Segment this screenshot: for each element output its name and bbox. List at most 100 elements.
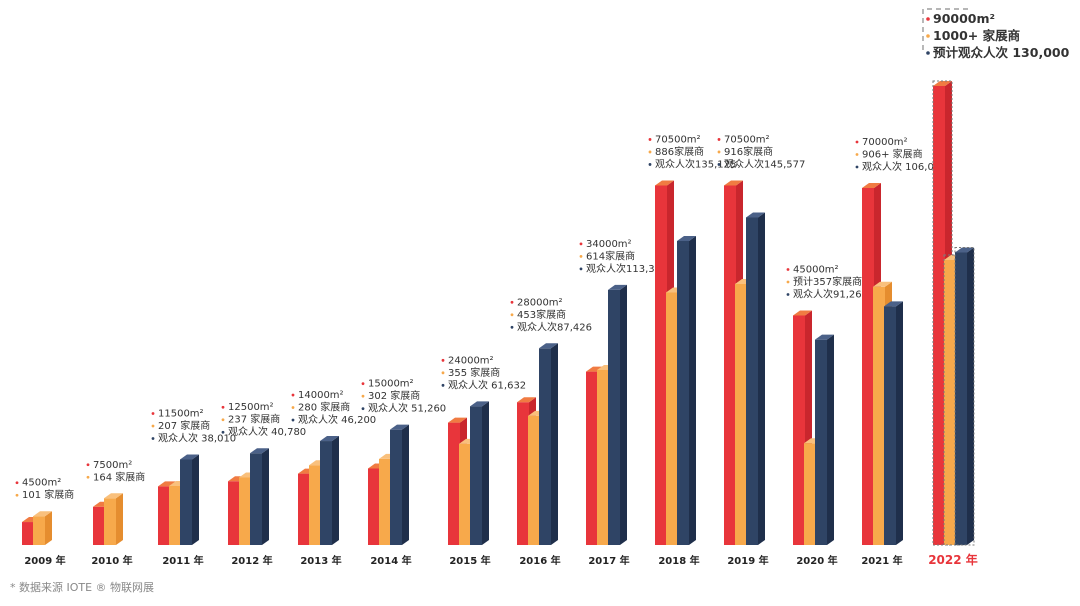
bar-visitors-9-front: [677, 240, 689, 545]
data-label-dot-4-0: [291, 393, 295, 397]
bar-area-7-top: [517, 397, 536, 403]
data-label-dot-0-1: [15, 493, 19, 497]
bar-exhibitors-11-front: [804, 443, 816, 545]
bar-area-8-front: [586, 371, 598, 545]
bar-exhibitors-1: [104, 493, 123, 545]
bar-visitors-6-top: [470, 401, 489, 407]
data-label-dot-9-1: [648, 150, 652, 154]
data-label-4-1: 280 家展商: [298, 401, 350, 414]
data-label-dot-0-0: [15, 481, 19, 485]
bar-area-3-front: [228, 481, 240, 545]
year-label-7: 2016 年: [519, 554, 560, 567]
bar-exhibitors-1-front: [104, 498, 116, 545]
data-label-8-2: 观众人次113,382: [586, 262, 667, 275]
bar-visitors-9: [677, 235, 696, 545]
year-label-1: 2010 年: [91, 554, 132, 567]
data-label-dot-6-0: [441, 358, 445, 362]
bar-exhibitors-0-top: [33, 511, 52, 517]
bar-visitors-9-top: [677, 235, 696, 241]
data-label-11-2: 观众人次91,260: [793, 288, 868, 301]
bar-area-9-top: [655, 180, 674, 186]
bar-visitors-8-side: [620, 284, 627, 545]
bar-visitors-10: [746, 212, 765, 545]
bar-area-0-front: [22, 522, 34, 545]
data-label-13-2: 预计观众人次 130,000: [933, 45, 1070, 60]
year-label-4: 2013 年: [300, 554, 341, 567]
data-label-2-1: 207 家展商: [158, 419, 210, 432]
bar-area-11-front: [793, 315, 805, 545]
data-label-dot-11-0: [786, 268, 790, 271]
data-label-dot-10-2: [717, 163, 721, 166]
year-label-12: 2021 年: [861, 554, 902, 567]
data-label-dot-5-2: [361, 407, 365, 411]
data-label-11-0: 45000m²: [793, 265, 839, 276]
data-label-7-2: 观众人次87,426: [517, 320, 592, 333]
bar-area-2-top: [158, 481, 177, 487]
data-label-4-0: 14000m²: [298, 390, 344, 401]
bar-exhibitors-5-front: [379, 458, 391, 545]
data-label-9-1: 886家展商: [655, 145, 704, 158]
bar-area-13-front: [933, 86, 945, 545]
bar-visitors-9-side: [689, 235, 696, 545]
bar-exhibitors-6-front: [459, 443, 471, 545]
bar-visitors-8-front: [608, 289, 620, 545]
data-label-dot-3-2: [221, 430, 225, 434]
year-label-5: 2014 年: [370, 554, 411, 567]
data-label-5-0: 15000m²: [368, 379, 414, 390]
data-label-dot-13-2: [926, 51, 930, 55]
bar-area-13-top: [933, 81, 952, 86]
data-label-dot-12-2: [855, 165, 859, 169]
bar-exhibitors-2-front: [169, 486, 181, 545]
data-label-dot-12-0: [855, 140, 859, 144]
data-label-2-0: 11500m²: [158, 408, 204, 419]
bar-visitors-5: [390, 424, 409, 545]
data-label-dot-7-0: [510, 300, 514, 304]
bar-area-12-front: [862, 188, 874, 545]
bar-visitors-6-front: [470, 406, 482, 545]
data-label-dot-8-0: [579, 242, 583, 246]
data-label-dot-9-0: [648, 138, 652, 141]
data-label-0-0: 4500m²: [22, 478, 61, 489]
data-label-13-1: 1000+ 家展商: [933, 28, 1020, 43]
year-label-6: 2015 年: [449, 554, 490, 567]
bar-visitors-5-top: [390, 424, 409, 430]
data-label-dot-9-2: [648, 163, 652, 166]
source-note: * 数据来源 IOTE ® 物联网展: [10, 580, 154, 594]
bar-visitors-12-front: [884, 306, 896, 545]
bar-exhibitors-12-front: [873, 286, 885, 545]
data-label-9-2: 观众人次135,125: [655, 157, 736, 170]
bar-area-11-top: [793, 310, 812, 316]
year-label-13: 2022 年: [928, 552, 978, 567]
data-label-dot-5-0: [361, 382, 365, 386]
data-label-dot-1-0: [86, 463, 90, 467]
data-label-dot-6-2: [441, 383, 445, 387]
bar-area-1-front: [93, 506, 105, 545]
bar-area-6-top: [448, 417, 467, 423]
data-label-5-2: 观众人次 51,260: [368, 402, 446, 415]
data-label-dot-13-0: [926, 17, 930, 21]
bar-exhibitors-1-side: [116, 493, 123, 545]
data-label-0-1: 101 家展商: [22, 488, 74, 501]
bar-exhibitors-10-front: [735, 283, 747, 545]
data-label-7-0: 28000m²: [517, 297, 563, 308]
bar-exhibitors-3-front: [239, 477, 251, 545]
data-label-2-2: 观众人次 38,010: [158, 431, 236, 444]
bar-visitors-11-top: [815, 334, 834, 340]
bar-visitors-3-side: [262, 448, 269, 545]
data-label-dot-4-2: [291, 418, 295, 422]
data-label-dot-10-0: [717, 138, 721, 141]
data-label-dot-11-2: [786, 293, 790, 296]
bar-exhibitors-0-front: [33, 516, 45, 545]
bar-visitors-4: [320, 436, 339, 545]
data-label-1-1: 164 家展商: [93, 470, 145, 483]
bar-visitors-2-side: [192, 454, 199, 545]
projection-bracket: [922, 8, 971, 50]
bar-visitors-2-top: [180, 454, 199, 460]
bar-area-10-front: [724, 185, 736, 545]
bar-visitors-7-side: [551, 343, 558, 545]
bar-exhibitors-0-side: [45, 511, 52, 545]
data-label-10-0: 70500m²: [724, 134, 770, 145]
data-label-dot-4-1: [291, 406, 295, 409]
bar-visitors-3: [250, 448, 269, 545]
